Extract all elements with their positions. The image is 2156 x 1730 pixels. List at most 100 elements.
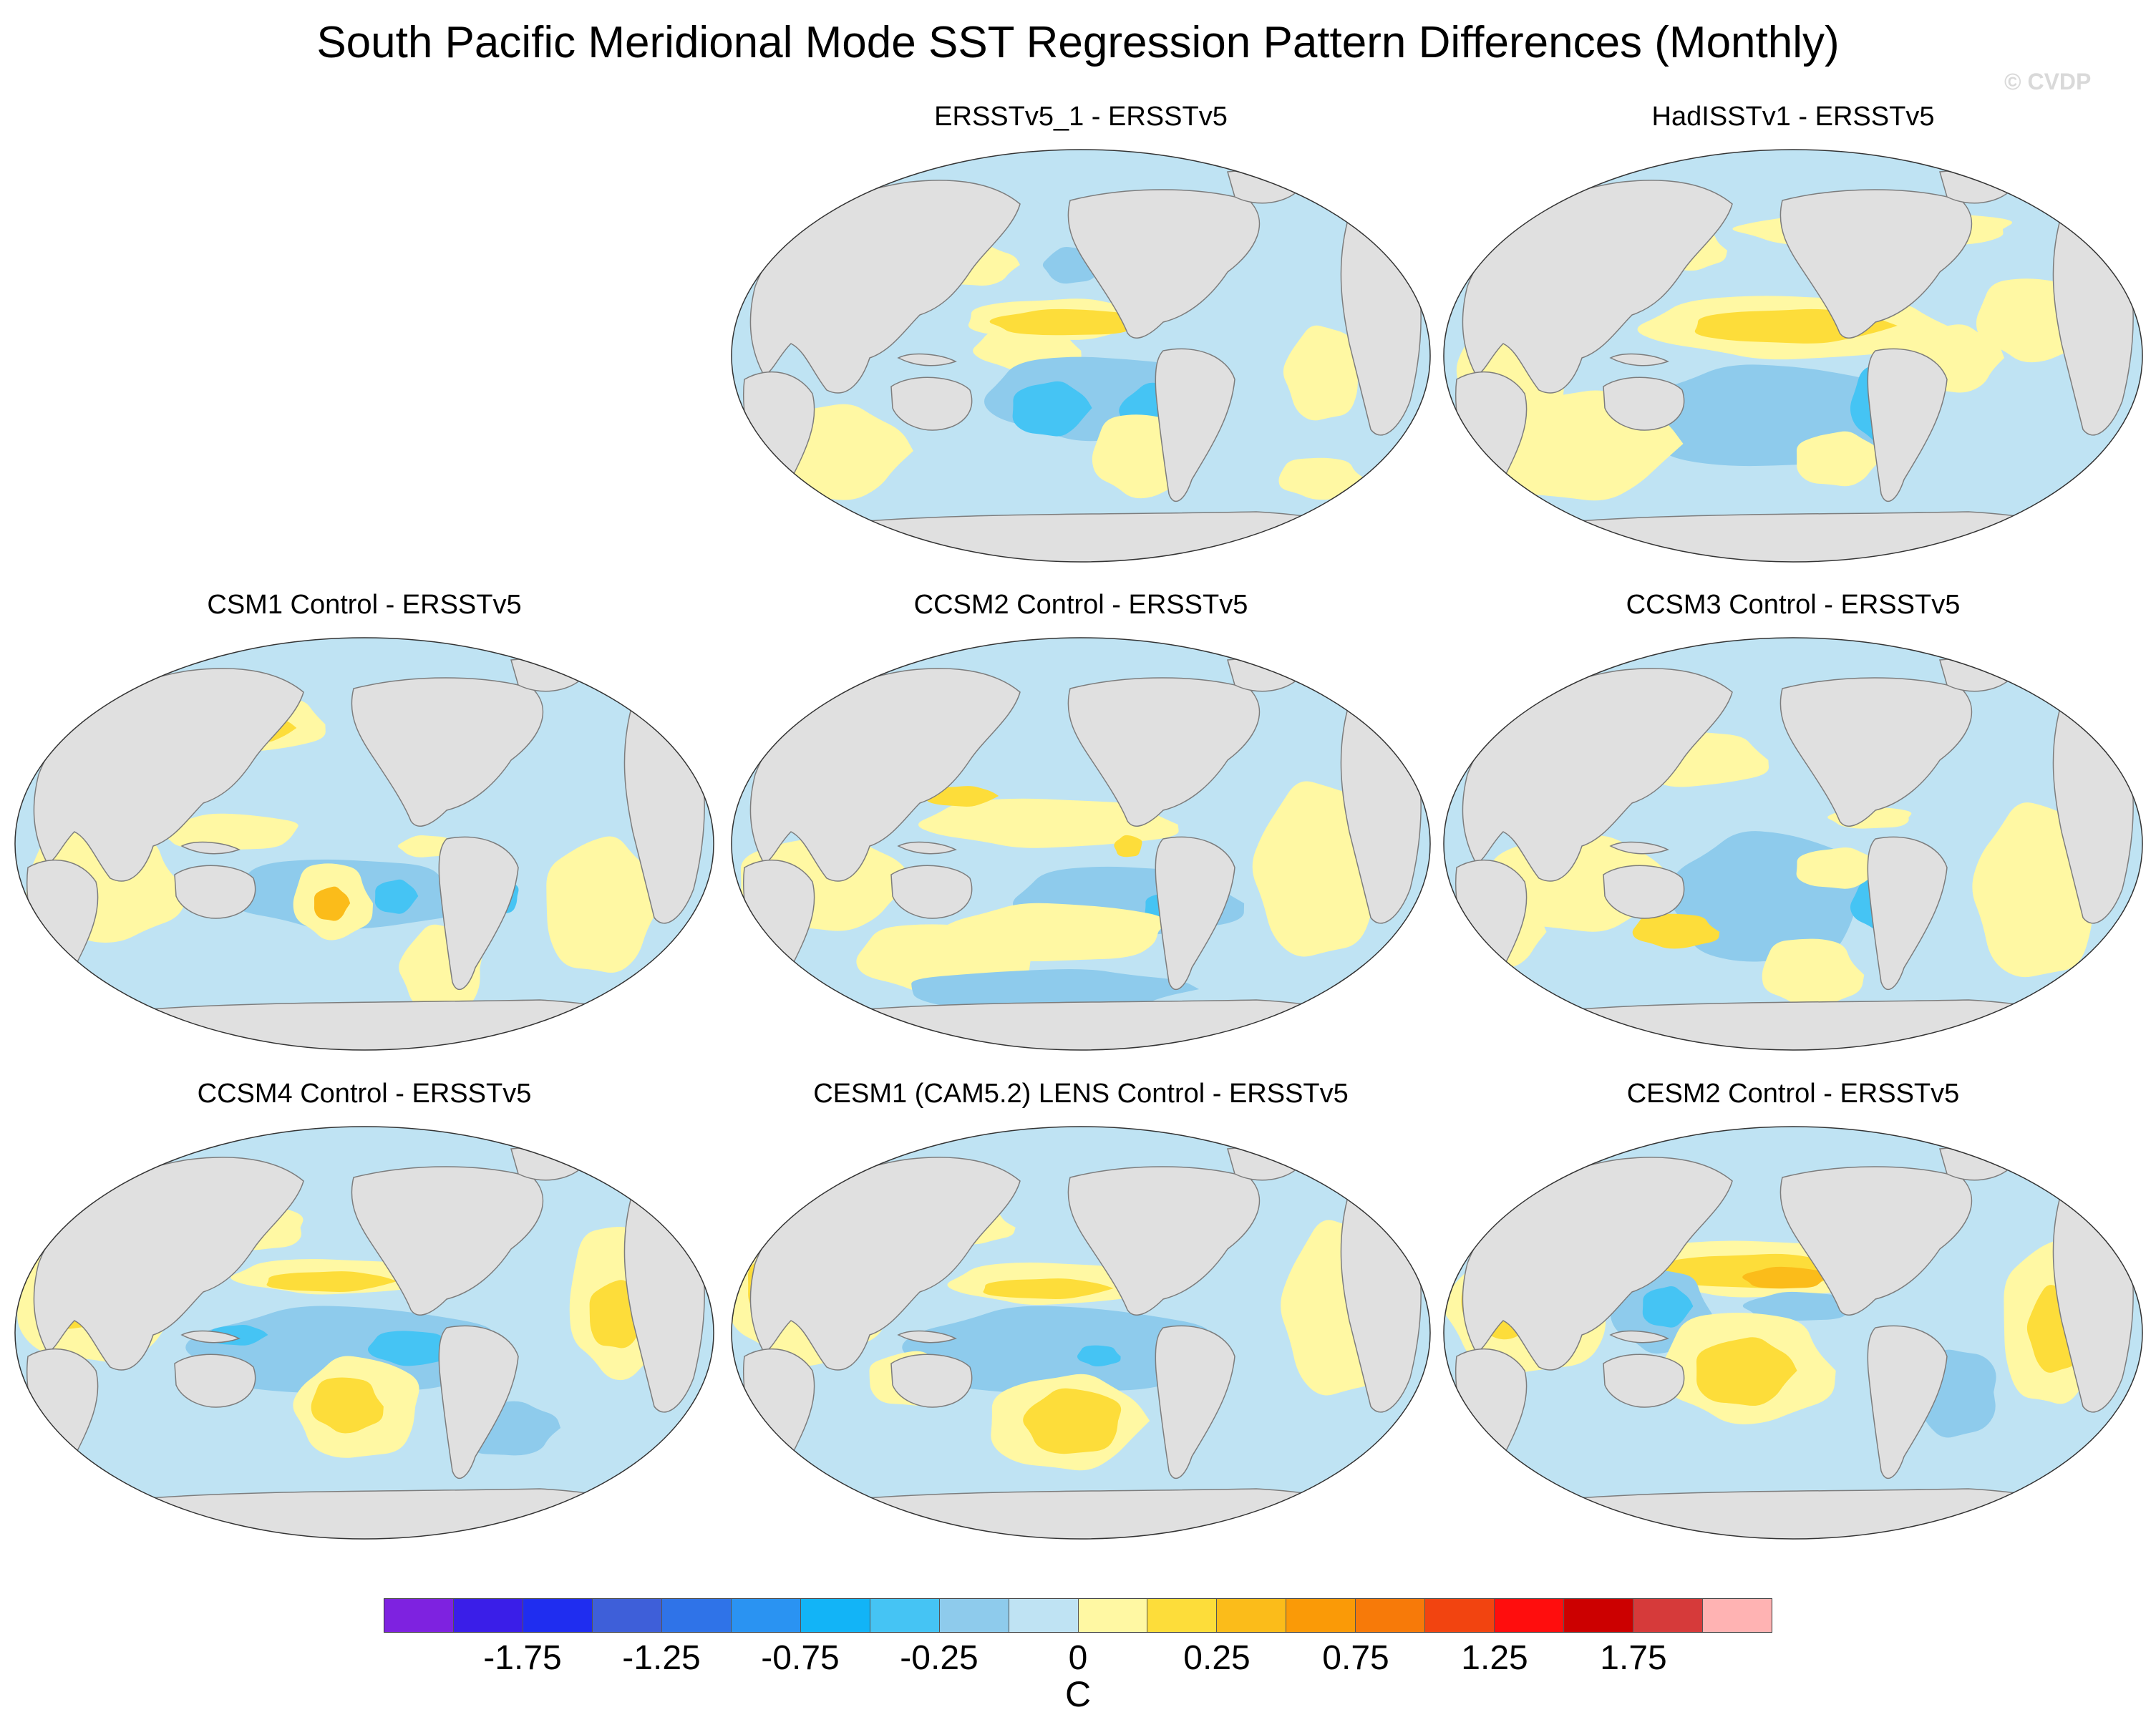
- landmass: [1462, 1157, 1733, 1371]
- sst-anomaly-region: [1696, 1337, 1797, 1406]
- colorbar-units: C: [1064, 1674, 1092, 1714]
- landmass: [351, 1166, 544, 1316]
- sst-anomaly-region: [911, 968, 1200, 1011]
- panel-ccsm3: CCSM3 Control - ERSSTv5: [1439, 588, 2147, 1061]
- main-title: South Pacific Meridional Mode SST Regres…: [316, 18, 1840, 67]
- landmass: [749, 668, 1021, 882]
- panel-title: CESM2 Control - ERSSTv5: [1626, 1079, 1960, 1109]
- panel-csm1: CSM1 Control - ERSSTv5: [10, 588, 719, 1061]
- panel-title: CCSM3 Control - ERSSTv5: [1626, 590, 1961, 620]
- landmass: [174, 865, 256, 919]
- colorbar-box: [384, 1599, 454, 1632]
- panel-cesm1: CESM1 (CAM5.2) LENS Control - ERSSTv5: [727, 1077, 1435, 1550]
- sst-anomaly-region: [918, 798, 1179, 848]
- colorbar-tick-label: 1.25: [1461, 1639, 1528, 1677]
- landmass: [180, 841, 241, 855]
- world-map: [731, 1126, 1431, 1540]
- colorbar-tick-label: 0: [1068, 1639, 1088, 1677]
- landmass: [890, 865, 973, 919]
- watermark: © CVDP: [2004, 69, 2092, 94]
- landmass: [1609, 1330, 1669, 1343]
- landmass: [1603, 865, 1685, 919]
- sst-anomaly-region: [1278, 457, 1366, 500]
- map-outline: [14, 1126, 714, 1540]
- sst-anomaly-region: [1796, 431, 1883, 487]
- colorbar-tick-label: 0.25: [1183, 1639, 1251, 1677]
- sst-anomaly-region: [266, 1271, 397, 1292]
- colorbar-box: [1217, 1599, 1287, 1632]
- sst-anomaly-region: [157, 813, 298, 850]
- landmass: [33, 668, 304, 882]
- sst-anomaly-region: [311, 1377, 384, 1434]
- panel-title: CSM1 Control - ERSSTv5: [207, 590, 522, 620]
- sst-anomaly-region: [314, 886, 351, 921]
- landmass: [749, 1157, 1021, 1371]
- sst-anomaly-region: [902, 1306, 1211, 1393]
- panel-title: ERSSTv5_1 - ERSSTv5: [934, 102, 1228, 132]
- landmass: [1603, 1354, 1685, 1408]
- sst-anomaly-region: [1114, 835, 1142, 857]
- landmass: [180, 1330, 241, 1343]
- colorbar-box: [523, 1599, 593, 1632]
- sst-anomaly-region: [1012, 381, 1092, 437]
- colorbar-box: [939, 1599, 1009, 1632]
- colorbar-box: [592, 1599, 662, 1632]
- world-map: [14, 637, 714, 1051]
- map-outline: [14, 637, 714, 1051]
- landmass: [1779, 1166, 1973, 1316]
- panel-title: HadISSTv1 - ERSSTv5: [1651, 102, 1935, 132]
- landmass: [1609, 353, 1669, 366]
- colorbar-tick-label: -0.25: [900, 1639, 979, 1677]
- colorbar: -1.75 -1.25 -0.75 -0.25 0 0.25 0.75 1.25 1.75 C: [384, 1598, 1772, 1727]
- landmass: [897, 1330, 957, 1343]
- colorbar-box: [1495, 1599, 1565, 1632]
- colorbar-box: [1078, 1599, 1148, 1632]
- landmass: [897, 353, 957, 366]
- sst-anomaly-region: [1077, 1345, 1121, 1367]
- map-outline: [731, 637, 1431, 1051]
- map-outline: [1443, 149, 2143, 563]
- landmass: [1779, 189, 1973, 339]
- panel-cesm2: CESM2 Control - ERSSTv5: [1439, 1077, 2147, 1550]
- sst-anomaly-region: [1023, 1388, 1122, 1454]
- sst-anomaly-region: [1762, 938, 1865, 1009]
- map-outline: [731, 149, 1431, 563]
- colorbar-box: [1147, 1599, 1218, 1632]
- landmass: [438, 836, 519, 991]
- landmass: [1779, 677, 1973, 827]
- landmass: [1155, 836, 1235, 991]
- landmass: [33, 1157, 304, 1371]
- colorbar-box: [1009, 1599, 1079, 1632]
- colorbar-box: [1356, 1599, 1426, 1632]
- colorbar-boxes: [384, 1598, 1772, 1633]
- sst-anomaly-region: [1252, 781, 1379, 957]
- colorbar-tick-label: -1.75: [483, 1639, 562, 1677]
- panel-ccsm4: CCSM4 Control - ERSSTv5: [10, 1077, 719, 1550]
- panel-title: CCSM4 Control - ERSSTv5: [197, 1079, 532, 1109]
- map-outline: [1443, 637, 2143, 1051]
- landmass: [1462, 668, 1733, 882]
- sst-anomaly-region: [983, 1278, 1114, 1299]
- colorbar-box: [870, 1599, 940, 1632]
- sst-anomaly-region: [1283, 325, 1361, 421]
- sst-anomaly-region: [1796, 847, 1883, 889]
- landmass: [749, 180, 1021, 394]
- colorbar-box: [1286, 1599, 1356, 1632]
- sst-anomaly-region: [926, 786, 999, 807]
- landmass: [1067, 1166, 1261, 1316]
- colorbar-box: [1425, 1599, 1495, 1632]
- sst-anomaly-region: [989, 308, 1144, 336]
- landmass: [1462, 180, 1733, 394]
- sst-anomaly-region: [374, 879, 419, 914]
- world-map: [14, 1126, 714, 1540]
- world-map: [1443, 1126, 2143, 1540]
- landmass: [1867, 348, 1948, 502]
- landmass: [1067, 677, 1261, 827]
- map-outline: [731, 1126, 1431, 1540]
- landmass: [1609, 841, 1669, 855]
- landmass: [1067, 189, 1261, 339]
- landmass: [174, 1354, 256, 1408]
- world-map: [731, 149, 1431, 563]
- colorbar-box: [453, 1599, 523, 1632]
- world-map: [1443, 637, 2143, 1051]
